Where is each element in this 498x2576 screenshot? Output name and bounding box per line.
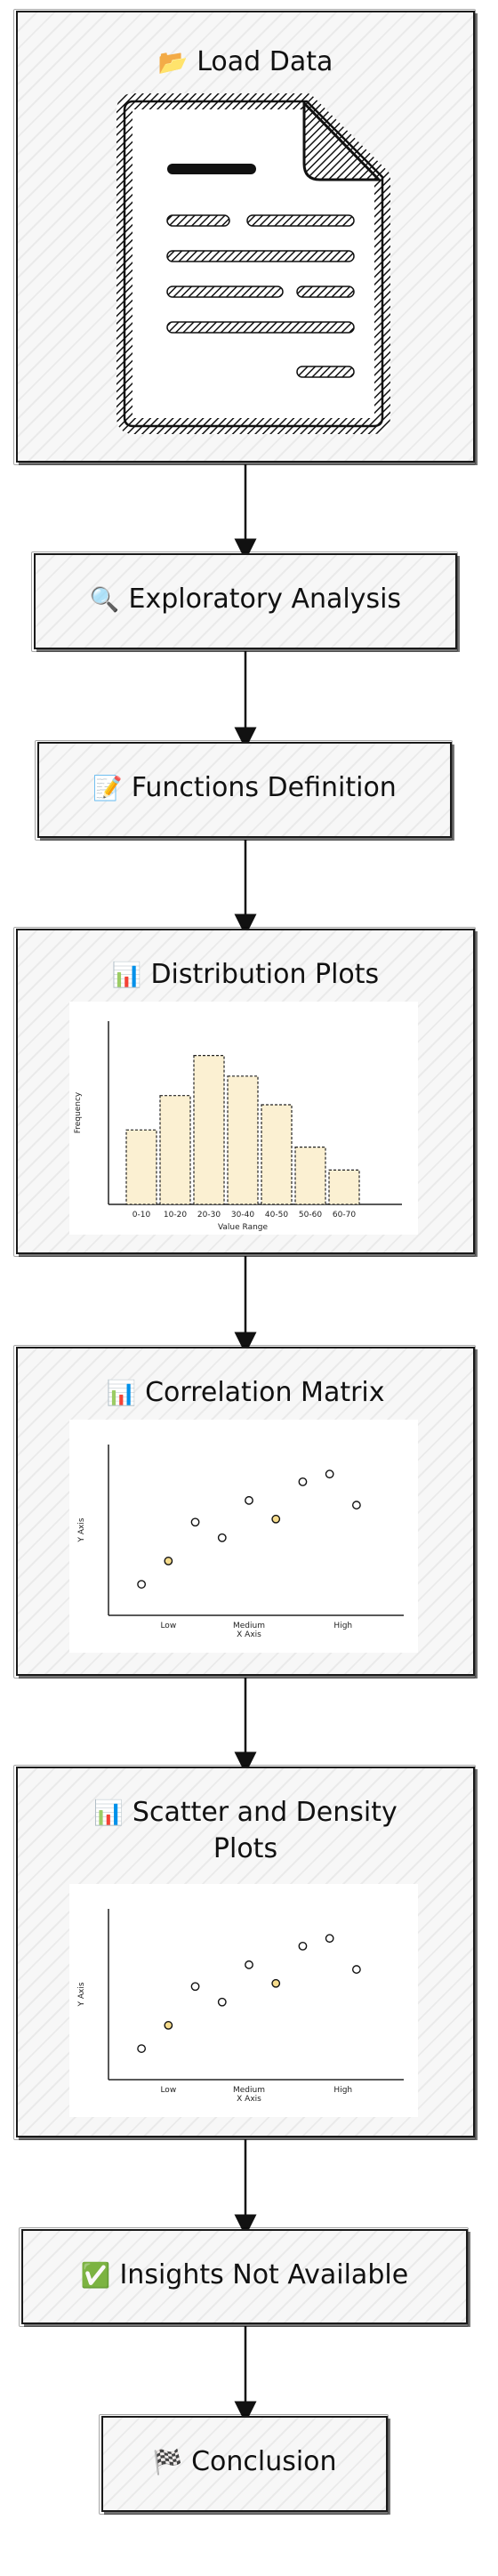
bar [159, 1095, 191, 1205]
y-axis-label: Frequency [74, 1091, 83, 1133]
scatter-point [271, 1978, 281, 1988]
node-conclusion-title: 🏁 Conclusion [152, 2446, 337, 2477]
node-load-data-title: 📂 Load Data [157, 46, 333, 77]
x-tick-label: 40-50 [265, 1211, 288, 1220]
bar [294, 1147, 326, 1205]
checkered-flag-icon: 🏁 [152, 2449, 183, 2476]
scatter-point [137, 2044, 147, 2053]
scatter-chart: Low Medium High X Axis Y Axis [69, 1884, 418, 2117]
scatter-point [190, 1517, 200, 1527]
x-tick-label: 10-20 [164, 1211, 187, 1220]
node-scatter-density-plots: 📊 Scatter and Density Plots Low Medium High… [13, 1765, 476, 2140]
scatter-point [245, 1495, 253, 1505]
node-scatter-title: 📊 Scatter and Density Plots [93, 1797, 398, 1864]
scatter-point [245, 1960, 253, 1969]
node-distribution-plots: 📊 Distribution Plots 0-10 10-20 20-30 30-40 4… [13, 927, 476, 1257]
x-axis-label: X Axis [237, 1630, 261, 1639]
check-mark-icon: ✅ [80, 2262, 111, 2290]
x-tick-label: 60-70 [333, 1211, 356, 1220]
x-tick-label: Medium [233, 1622, 265, 1630]
scatter-point [190, 1982, 200, 1992]
node-exploratory-title: 🔍 Exploratory Analysis [89, 584, 402, 615]
node-distribution-title: 📊 Distribution Plots [111, 959, 380, 990]
x-axis-label: X Axis [237, 2095, 261, 2104]
scatter-point [298, 1941, 308, 1951]
x-tick-label: Medium [233, 2086, 265, 2095]
scatter-point [164, 1557, 173, 1566]
bar [193, 1055, 225, 1205]
scatter-point [325, 1934, 334, 1944]
bar-chart-icon: 📊 [111, 962, 142, 989]
scatter-point [217, 1533, 227, 1542]
node-correlation-title: 📊 Correlation Matrix [106, 1377, 385, 1408]
document-icon [116, 93, 390, 434]
x-tick-label: 50-60 [299, 1211, 322, 1220]
node-exploratory-analysis: 🔍 Exploratory Analysis [31, 551, 458, 652]
x-tick-label: 20-30 [197, 1211, 221, 1220]
x-tick-label: Low [160, 2086, 176, 2095]
bar [328, 1169, 360, 1205]
bar [227, 1075, 259, 1205]
x-tick-label: Low [160, 1622, 176, 1630]
x-tick-label: High [333, 1622, 352, 1630]
y-axis-label: Y Axis [77, 1982, 86, 2007]
scatter-point [351, 1965, 361, 1974]
x-axis-label: Value Range [218, 1223, 269, 1232]
bar [261, 1104, 293, 1205]
node-functions-definition: 📝 Functions Definition [35, 740, 453, 841]
correlation-chart: Low Medium High X Axis Y Axis [69, 1420, 418, 1653]
node-functions-title: 📝 Functions Definition [92, 772, 397, 803]
bar-chart-icon: 📊 [106, 1380, 137, 1407]
magnifier-icon: 🔍 [89, 586, 120, 614]
node-insights-title: ✅ Insights Not Available [80, 2259, 409, 2290]
distribution-chart: 0-10 10-20 20-30 30-40 40-50 50-60 60-70 Value … [69, 1002, 418, 1235]
node-correlation-matrix: 📊 Correlation Matrix Low Medium High X Axis Y… [13, 1345, 476, 1678]
node-insights-not-available: ✅ Insights Not Available [19, 2227, 469, 2327]
scatter-point [298, 1477, 308, 1486]
memo-icon: 📝 [92, 775, 123, 802]
folder-icon: 📂 [157, 49, 189, 76]
scatter-point [351, 1501, 361, 1509]
scatter-point [137, 1580, 147, 1589]
scatter-point [217, 1997, 227, 2007]
scatter-point [164, 2021, 173, 2030]
node-conclusion: 🏁 Conclusion [99, 2414, 389, 2515]
bar-chart-icon: 📊 [93, 1799, 124, 1827]
x-tick-label: 30-40 [231, 1211, 254, 1220]
scatter-point [325, 1469, 334, 1479]
x-tick-label: High [333, 2086, 352, 2095]
node-load-data: 📂 Load Data [13, 9, 476, 465]
x-tick-label: 0-10 [133, 1211, 151, 1220]
scatter-point [271, 1514, 281, 1524]
y-axis-label: Y Axis [77, 1517, 86, 1542]
bar [125, 1129, 157, 1205]
